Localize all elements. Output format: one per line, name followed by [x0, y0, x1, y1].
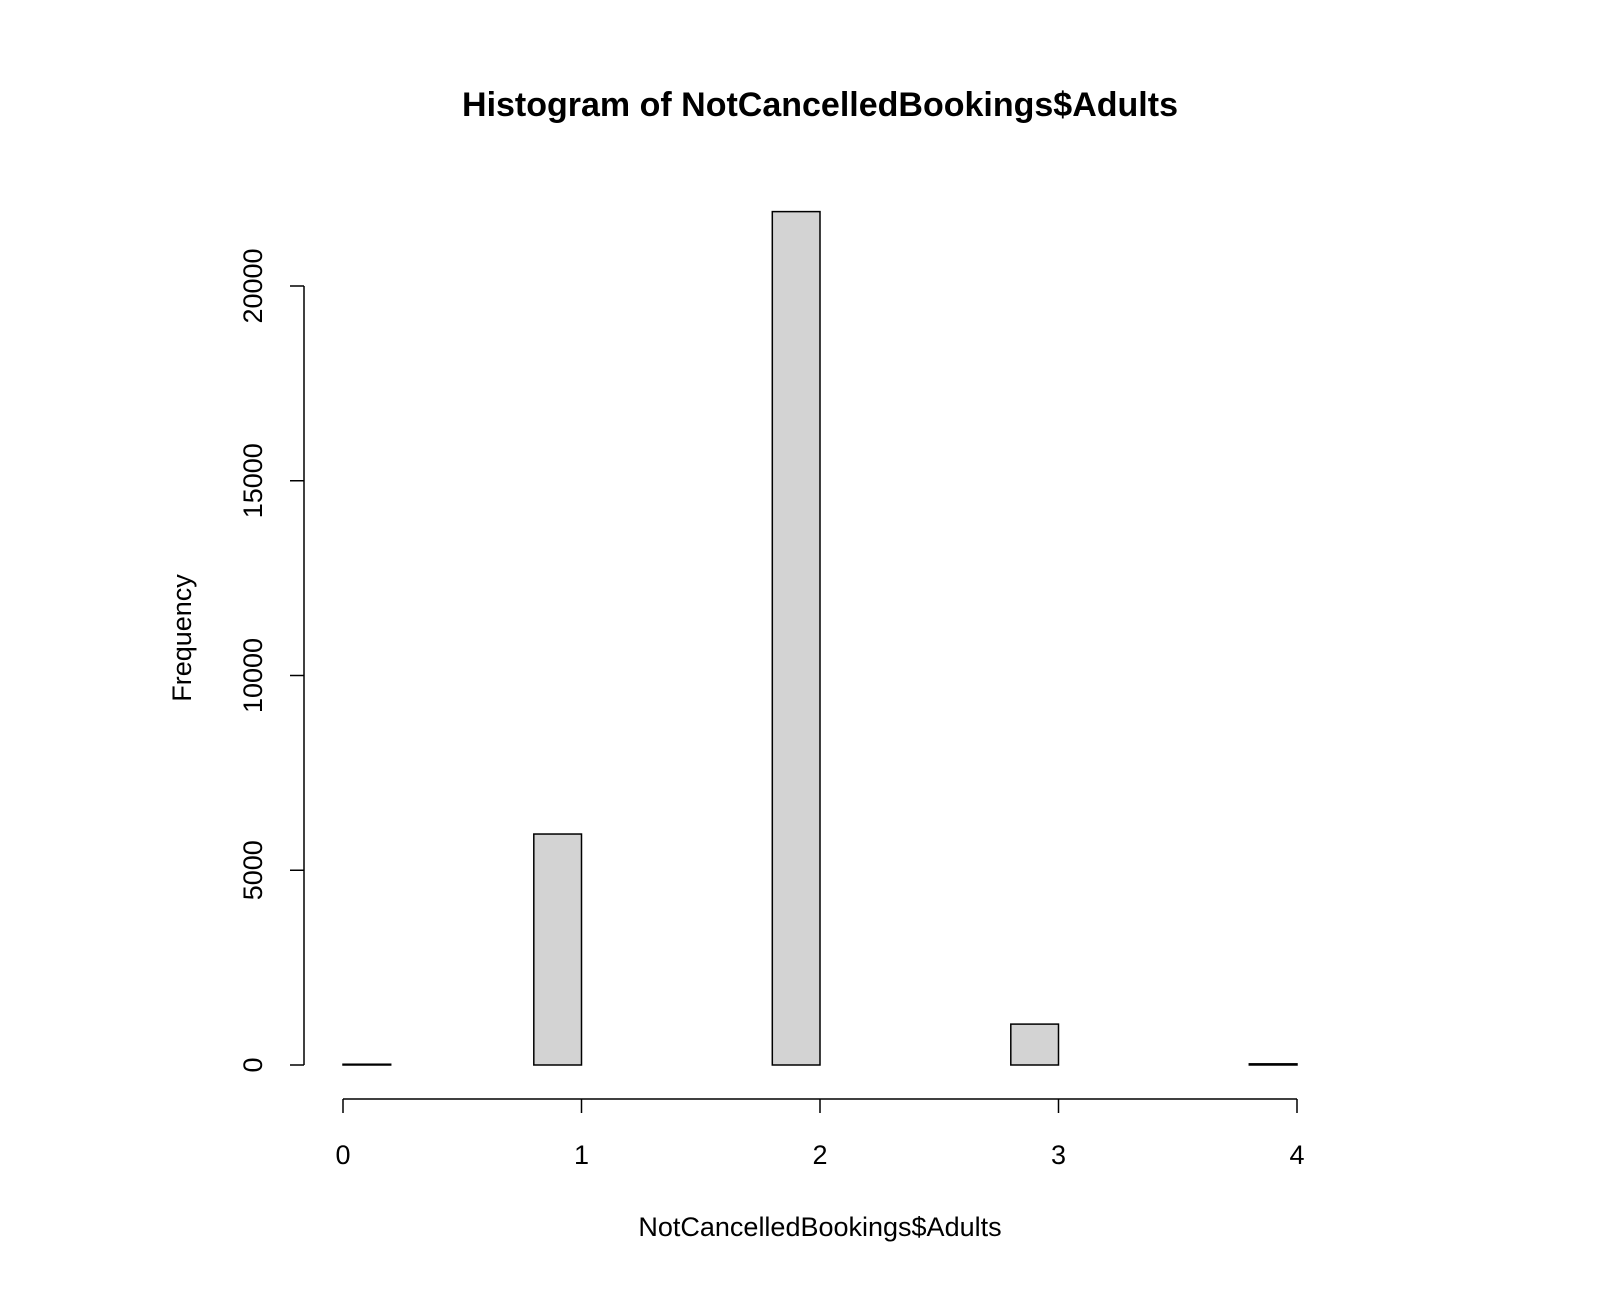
x-axis-label: NotCancelledBookings$Adults	[638, 1212, 1001, 1242]
y-tick-label: 10000	[238, 638, 268, 713]
x-tick-label: 3	[1051, 1140, 1066, 1170]
x-tick-label: 1	[574, 1140, 589, 1170]
y-tick-label: 0	[238, 1057, 268, 1072]
x-axis: 0 1 2 3 4	[335, 1098, 1305, 1170]
x-tick-label: 0	[335, 1140, 350, 1170]
histogram-bar	[533, 833, 583, 1066]
y-tick-label: 5000	[238, 840, 268, 900]
y-tick-label: 15000	[238, 443, 268, 518]
y-axis: 0 5000 10000 15000 20000	[238, 248, 305, 1073]
y-tick-label: 20000	[238, 248, 268, 323]
histogram-bar	[771, 210, 821, 1066]
x-tick-label: 4	[1289, 1140, 1304, 1170]
histogram-bar	[342, 1063, 392, 1066]
chart-title: Histogram of NotCancelledBookings$Adults	[462, 86, 1178, 124]
histogram-bars	[342, 210, 1298, 1066]
y-axis-label: Frequency	[167, 574, 197, 702]
histogram-bar	[1248, 1063, 1298, 1066]
x-tick-label: 2	[812, 1140, 827, 1170]
histogram-bar	[1010, 1023, 1060, 1066]
